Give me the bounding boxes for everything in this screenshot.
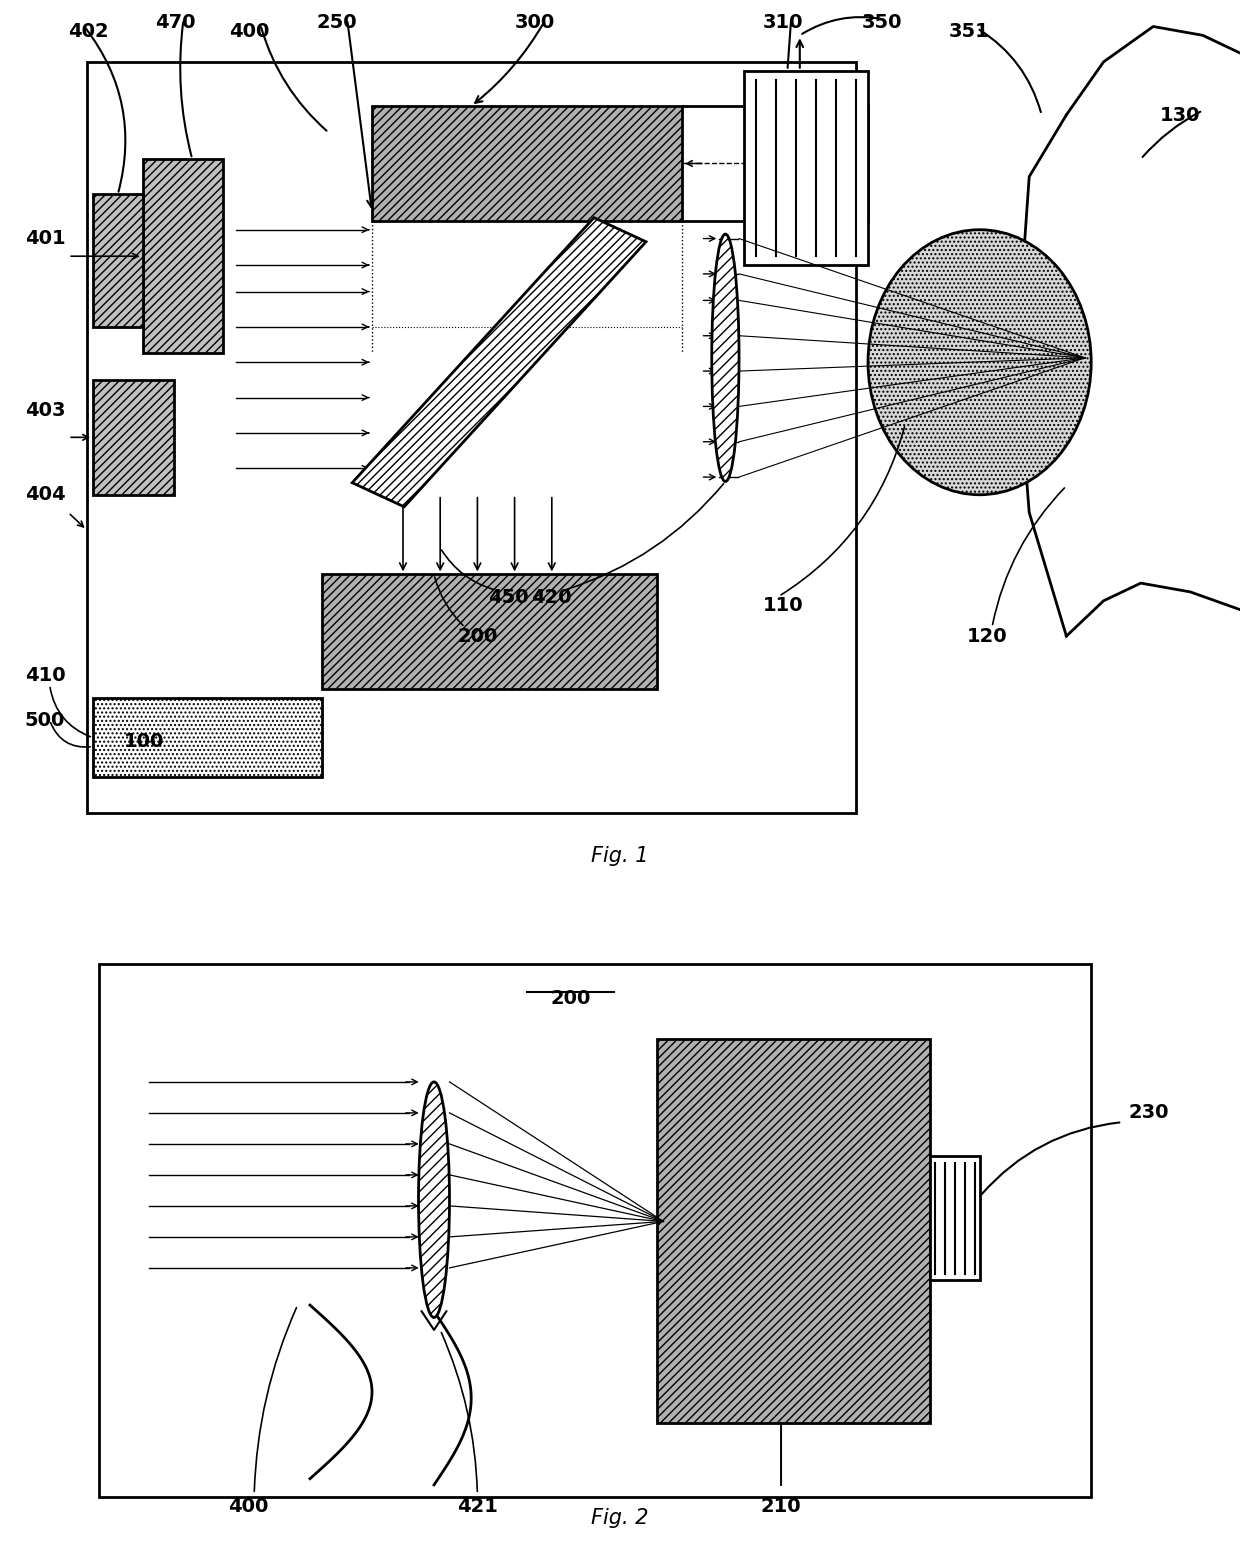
Text: 402: 402: [68, 22, 109, 42]
Bar: [143, 160, 223, 353]
Text: 420: 420: [532, 587, 572, 606]
Text: 351: 351: [949, 22, 990, 42]
Text: 210: 210: [761, 1497, 801, 1516]
Bar: [657, 1038, 930, 1423]
Text: 410: 410: [25, 666, 66, 685]
Bar: [87, 62, 856, 812]
Ellipse shape: [712, 234, 739, 482]
Bar: [93, 698, 322, 778]
Text: 200: 200: [551, 989, 590, 1008]
Text: 100: 100: [124, 732, 165, 752]
Bar: [143, 160, 223, 353]
Bar: [93, 380, 174, 494]
Text: 400: 400: [228, 1497, 268, 1516]
Bar: [99, 964, 1091, 1497]
Text: 500: 500: [25, 710, 66, 730]
Text: 250: 250: [316, 14, 357, 33]
Ellipse shape: [868, 229, 1091, 494]
Text: 120: 120: [967, 628, 1008, 646]
Bar: [322, 574, 657, 690]
Text: 421: 421: [458, 1497, 497, 1516]
Text: 310: 310: [763, 14, 804, 33]
Text: 401: 401: [25, 229, 66, 248]
Text: 200: 200: [458, 628, 497, 646]
Text: 400: 400: [229, 22, 270, 42]
Bar: [930, 1156, 980, 1280]
Text: Fig. 1: Fig. 1: [591, 846, 649, 866]
Bar: [93, 380, 174, 494]
Text: Fig. 2: Fig. 2: [591, 1508, 649, 1528]
Text: 470: 470: [155, 14, 196, 33]
Bar: [372, 105, 682, 220]
Text: 404: 404: [25, 485, 66, 504]
Bar: [93, 194, 143, 327]
Ellipse shape: [419, 1082, 449, 1318]
Text: 300: 300: [515, 14, 554, 33]
Text: 110: 110: [763, 597, 804, 615]
Text: 230: 230: [1128, 1104, 1169, 1122]
Text: 130: 130: [1159, 105, 1200, 126]
Bar: [93, 194, 143, 327]
Text: 403: 403: [25, 401, 66, 420]
Text: 350: 350: [862, 14, 903, 33]
Bar: [744, 71, 868, 265]
Polygon shape: [352, 217, 646, 507]
Bar: [657, 1038, 930, 1423]
Text: 450: 450: [489, 587, 528, 606]
Bar: [372, 105, 682, 220]
Bar: [322, 574, 657, 690]
Bar: [93, 698, 322, 778]
